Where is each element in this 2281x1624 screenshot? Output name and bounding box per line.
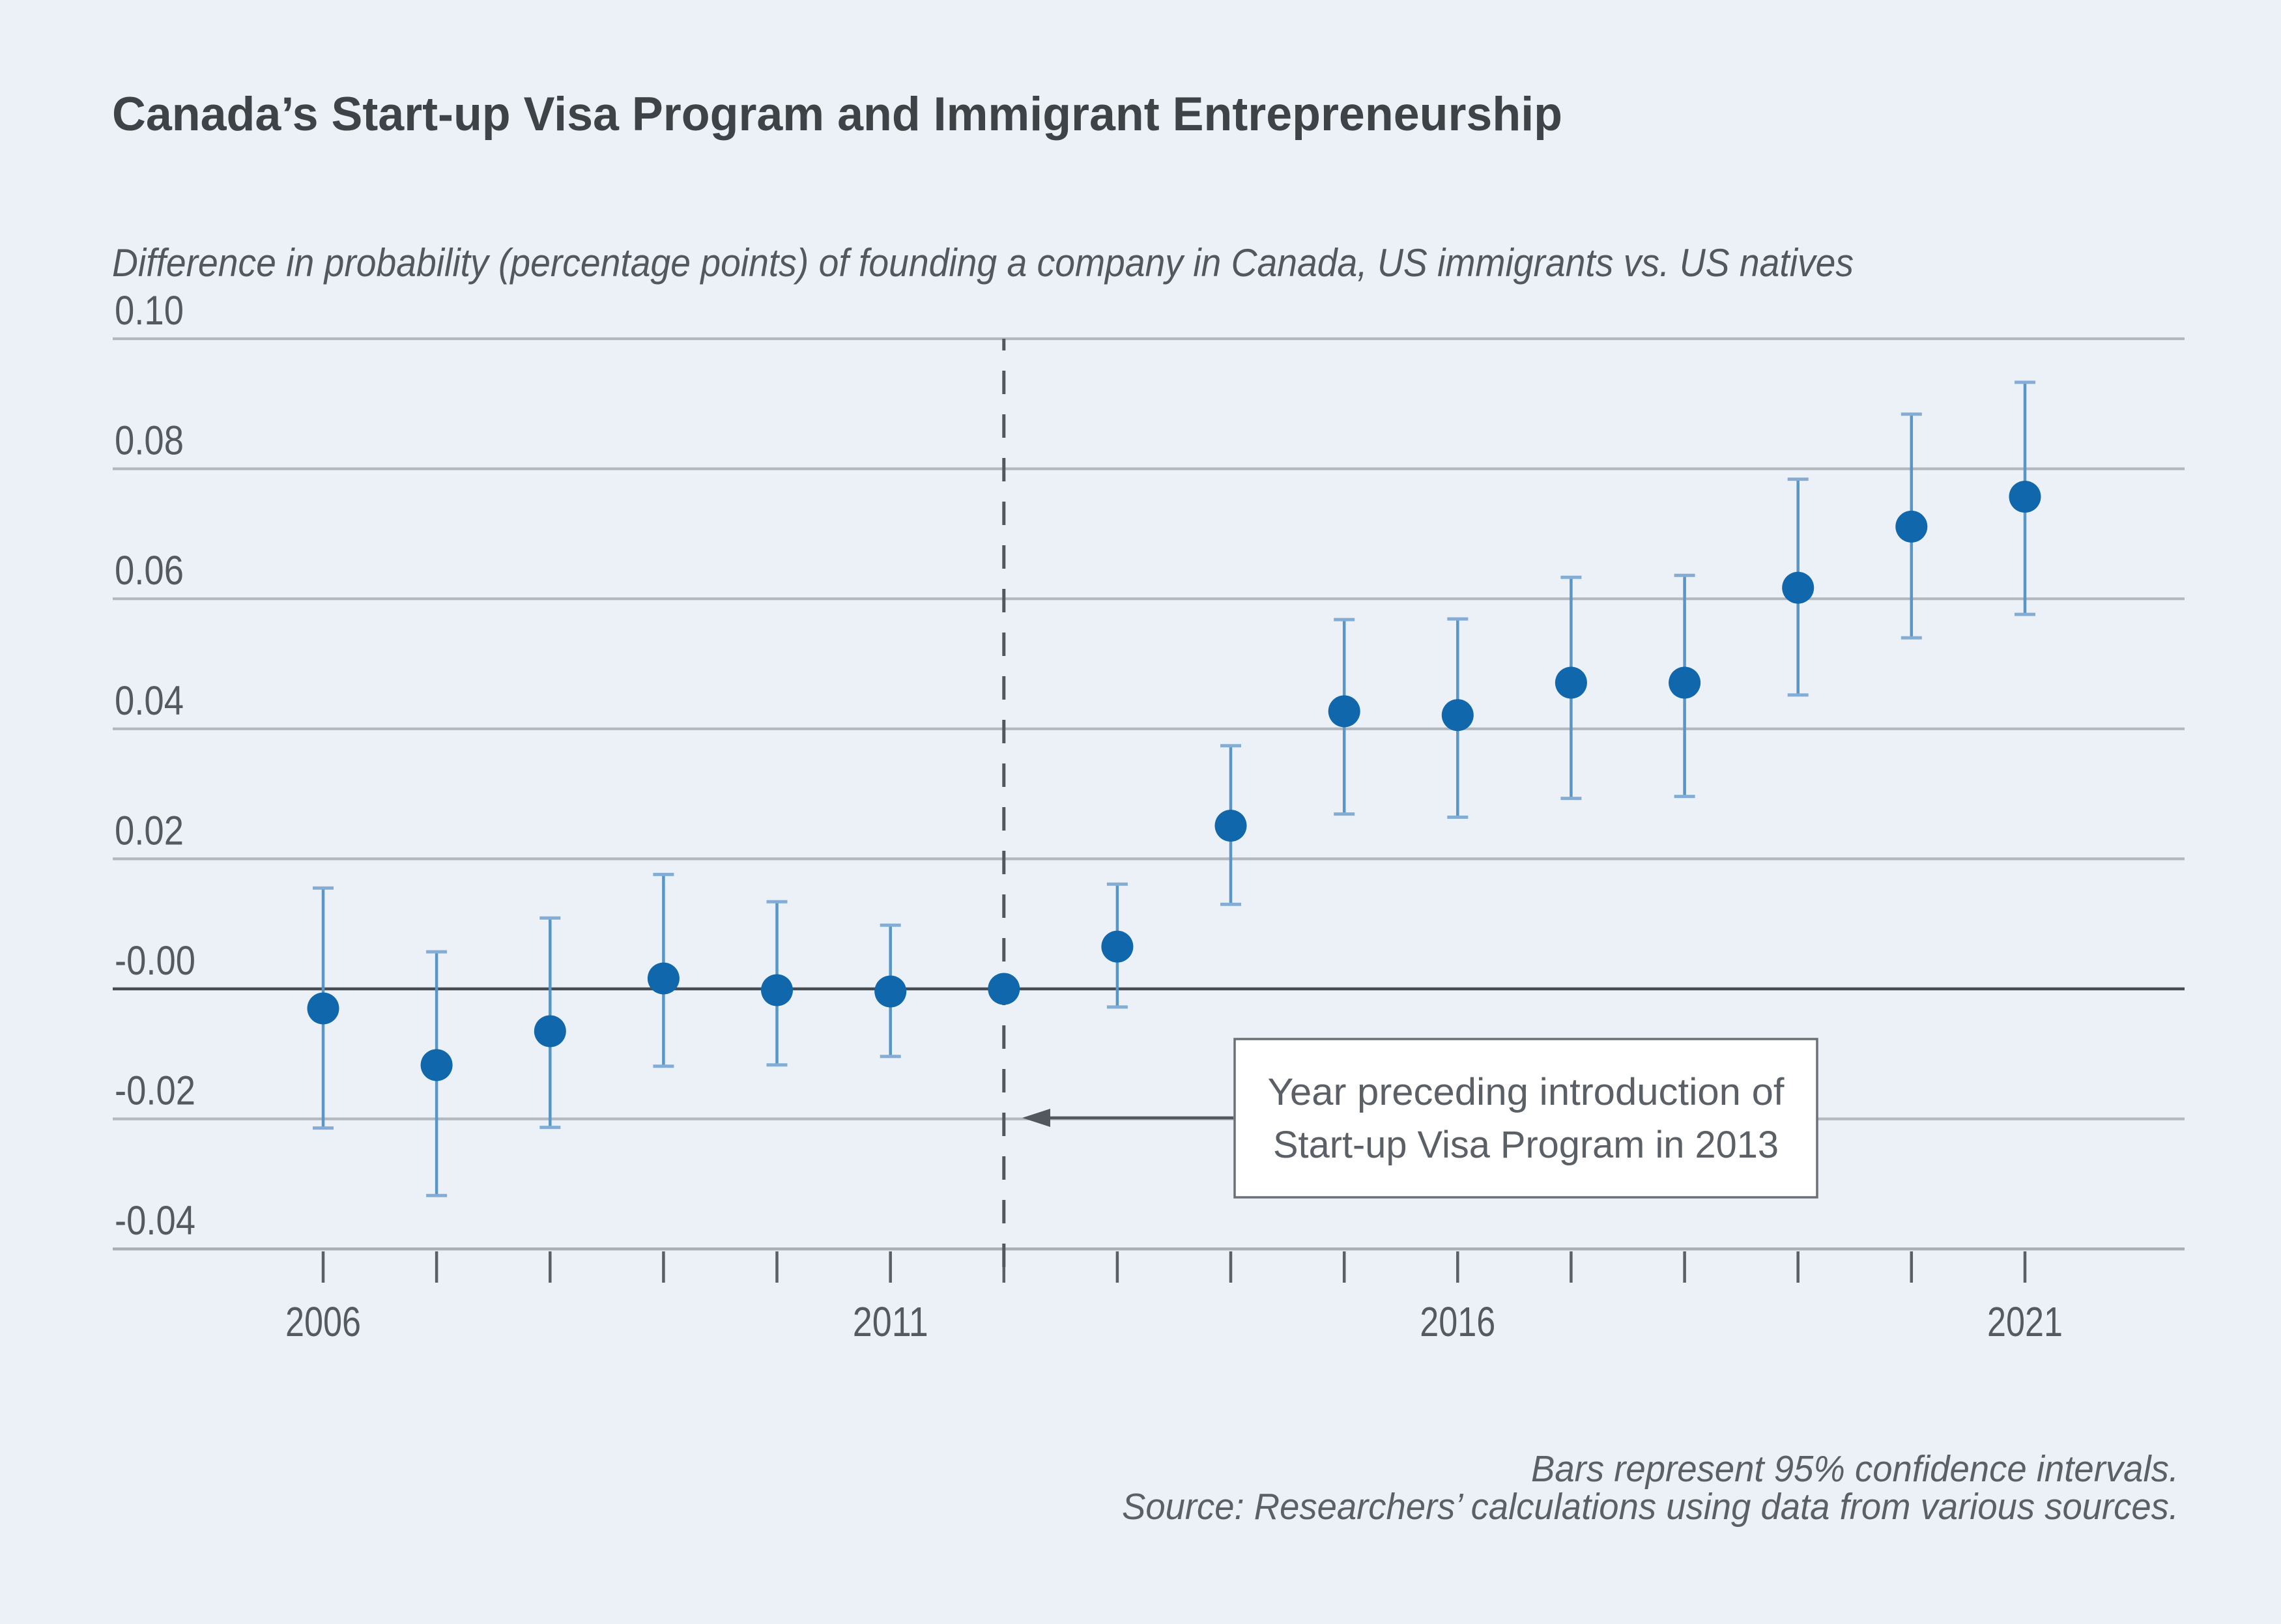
svg-text:Bars represent 95% confidence: Bars represent 95% confidence intervals. [1531,1448,2179,1490]
svg-text:2006: 2006 [285,1298,361,1345]
svg-text:0.10: 0.10 [115,288,184,334]
svg-text:0.08: 0.08 [115,418,184,464]
svg-text:2016: 2016 [1420,1298,1495,1345]
svg-text:-0.00: -0.00 [115,938,195,984]
svg-text:-0.04: -0.04 [115,1198,195,1244]
svg-text:2021: 2021 [1987,1298,2063,1345]
svg-text:2011: 2011 [853,1298,928,1345]
svg-text:0.06: 0.06 [115,548,184,593]
svg-text:Canada’s Start-up Visa Program: Canada’s Start-up Visa Program and Immig… [112,88,1562,141]
svg-text:-0.02: -0.02 [115,1068,195,1114]
svg-text:0.04: 0.04 [115,678,184,724]
svg-text:0.02: 0.02 [115,808,184,853]
svg-text:Difference in probability (per: Difference in probability (percentage po… [112,241,1854,285]
svg-text:Year preceding introduction of: Year preceding introduction of [1268,1071,1785,1113]
svg-text:Start-up Visa Program in 2013: Start-up Visa Program in 2013 [1273,1124,1779,1166]
svg-text:Source: Researchers’ calculati: Source: Researchers’ calculations using … [1122,1486,2179,1528]
